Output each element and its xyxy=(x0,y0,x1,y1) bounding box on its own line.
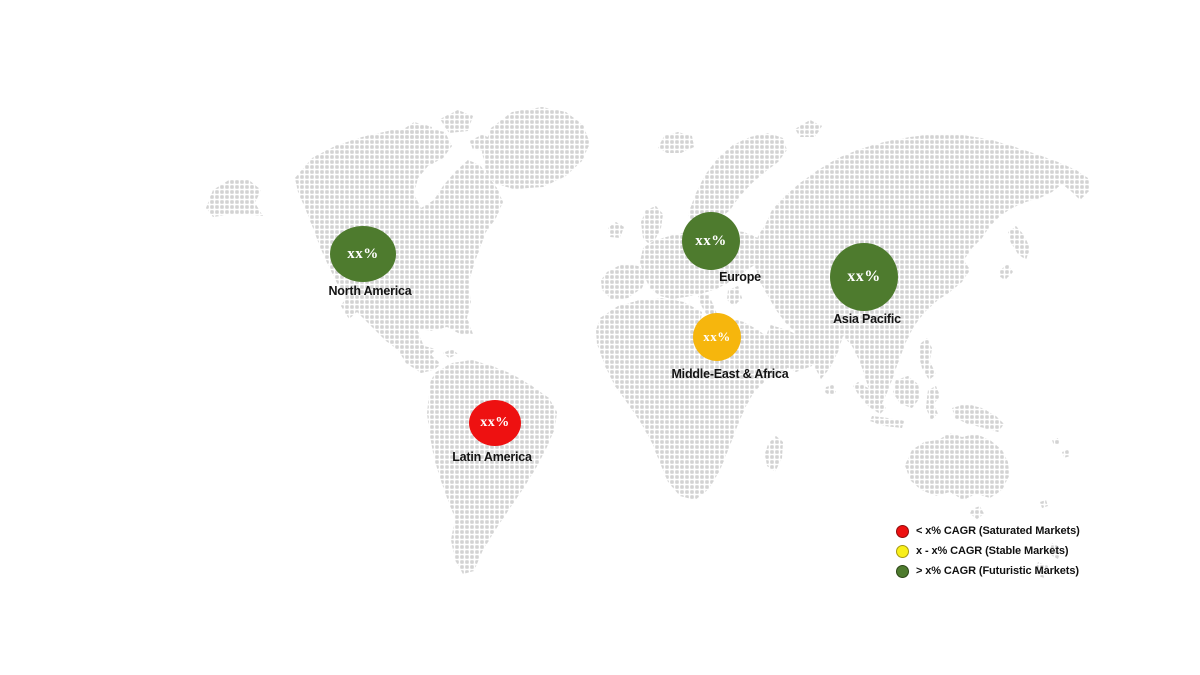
map-alaska xyxy=(206,180,263,217)
bubble-asia-pacific: xx% xyxy=(830,243,898,311)
map-africa xyxy=(596,298,792,500)
legend: < x% CAGR (Saturated Markets) x - x% CAG… xyxy=(896,521,1080,581)
map-scandinavia xyxy=(688,133,787,225)
map-philippines xyxy=(919,338,936,380)
bubble-value-latin-america: xx% xyxy=(480,415,510,430)
map-japan xyxy=(1008,226,1030,260)
bubble-north-america: xx% xyxy=(330,226,396,282)
region-label-north-america: North America xyxy=(328,284,412,298)
legend-label-stable: x - x% CAGR (Stable Markets) xyxy=(916,545,1069,557)
map-arctic-island xyxy=(440,110,473,133)
map-asia xyxy=(754,134,1090,408)
map-ireland xyxy=(608,222,624,238)
map-pacific-island xyxy=(1062,450,1070,458)
bubble-latin-america: xx% xyxy=(469,400,521,446)
legend-label-futuristic: > x% CAGR (Futuristic Markets) xyxy=(916,565,1079,577)
map-iceland xyxy=(658,132,694,153)
bubble-value-middle-east-africa: xx% xyxy=(703,329,731,344)
map-australia xyxy=(905,433,1009,500)
map-japan xyxy=(999,264,1013,280)
legend-item-stable: x - x% CAGR (Stable Markets) xyxy=(896,541,1080,561)
region-label-latin-america: Latin America xyxy=(452,450,532,464)
region-label-middle-east-africa: Middle-East & Africa xyxy=(671,367,789,381)
region-label-asia-pacific: Asia Pacific xyxy=(833,312,901,326)
map-arctic-island xyxy=(470,134,493,151)
map-new-zealand xyxy=(1049,543,1061,559)
map-new-guinea xyxy=(952,404,1004,432)
map-greenland xyxy=(482,107,590,189)
map-caribbean xyxy=(408,345,436,355)
bubble-middle-east-africa: xx% xyxy=(693,313,741,361)
map-tasmania xyxy=(970,506,984,519)
bubble-europe: xx% xyxy=(682,212,740,270)
legend-label-saturated: < x% CAGR (Saturated Markets) xyxy=(916,525,1080,537)
map-north-america xyxy=(295,127,503,373)
map-pacific-island xyxy=(1052,438,1060,446)
region-label-europe: Europe xyxy=(719,270,761,284)
map-sulawesi xyxy=(926,386,940,420)
map-borneo xyxy=(893,376,920,408)
map-novaya-zemlya xyxy=(795,120,822,137)
map-new-zealand xyxy=(1034,562,1048,578)
bubble-value-europe: xx% xyxy=(695,232,727,249)
map-iberia xyxy=(601,264,648,300)
map-pacific-island xyxy=(1040,500,1048,508)
map-balkans xyxy=(727,286,742,306)
legend-dot-red-icon xyxy=(896,524,909,538)
map-sri-lanka xyxy=(825,385,836,396)
bubble-value-asia-pacific: xx% xyxy=(847,268,881,285)
map-uk xyxy=(641,206,663,243)
map-java xyxy=(870,416,904,428)
bubble-value-north-america: xx% xyxy=(347,245,379,262)
map-madagascar xyxy=(765,436,783,472)
map-caribbean xyxy=(443,349,458,358)
map-south-america xyxy=(427,360,557,574)
legend-dot-green-icon xyxy=(896,564,909,578)
map-sumatra xyxy=(853,382,886,414)
legend-item-futuristic: > x% CAGR (Futuristic Markets) xyxy=(896,561,1080,581)
map-arabia xyxy=(766,325,820,372)
legend-item-saturated: < x% CAGR (Saturated Markets) xyxy=(896,521,1080,541)
map-italy xyxy=(698,294,718,318)
legend-dot-yellow-icon xyxy=(896,544,909,558)
